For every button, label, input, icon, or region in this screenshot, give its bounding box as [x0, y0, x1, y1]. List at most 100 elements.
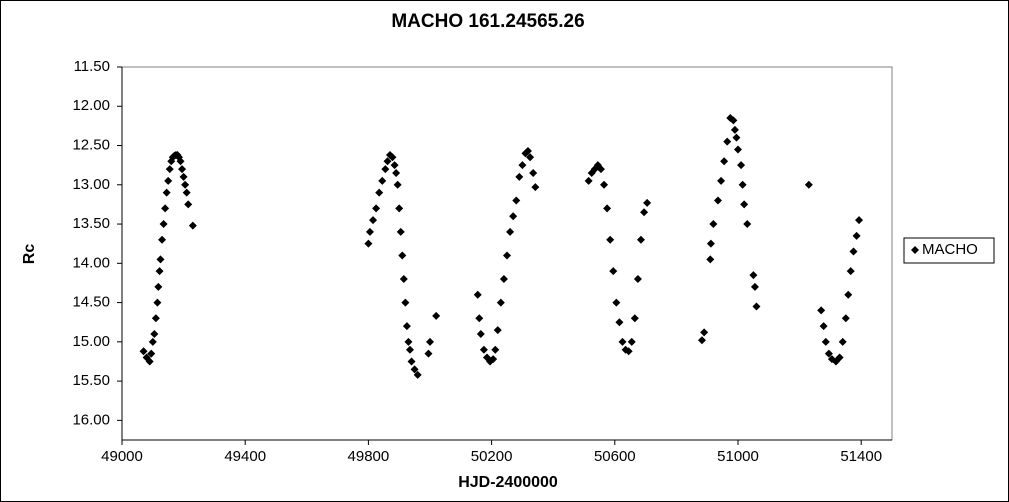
data-point	[732, 133, 741, 142]
data-point	[151, 314, 160, 323]
data-point	[489, 355, 498, 364]
data-point	[383, 157, 392, 166]
data-point	[518, 161, 527, 170]
data-point	[476, 329, 485, 338]
data-point	[426, 337, 434, 346]
y-tick-label: 12.50	[72, 136, 110, 153]
data-point	[390, 161, 399, 170]
data-point	[158, 235, 167, 244]
data-point	[159, 220, 168, 229]
data-point	[404, 337, 413, 346]
data-point	[153, 298, 162, 307]
data-point	[473, 290, 482, 299]
legend	[903, 237, 995, 264]
x-tick-label: 50600	[594, 448, 636, 465]
data-point	[630, 314, 639, 323]
data-point	[603, 204, 612, 213]
data-point	[740, 200, 749, 209]
chart-title: MACHO 161.24565.26	[391, 11, 584, 32]
data-point	[849, 247, 858, 256]
data-point	[633, 275, 642, 284]
x-tick-label: 49800	[348, 448, 390, 465]
data-point	[161, 204, 170, 213]
data-point	[512, 196, 521, 205]
data-point	[165, 165, 174, 174]
data-point	[636, 235, 645, 244]
data-point	[713, 196, 722, 205]
data-point	[176, 157, 185, 166]
data-point	[730, 125, 739, 134]
x-axis-title: HJD-2400000	[458, 474, 558, 491]
data-point	[618, 337, 627, 346]
data-point	[179, 172, 188, 181]
y-tick-label: 13.50	[72, 215, 110, 232]
data-point	[852, 231, 861, 240]
data-point	[139, 347, 148, 356]
data-point	[395, 204, 404, 213]
x-tick-label: 50200	[471, 448, 513, 465]
data-point	[178, 165, 187, 174]
y-axis-title: Rc	[21, 244, 38, 265]
x-tick-label: 49400	[224, 448, 266, 465]
data-point	[734, 145, 742, 154]
data-point	[640, 208, 649, 217]
data-point	[743, 220, 752, 229]
data-point	[424, 349, 433, 358]
data-point	[723, 137, 732, 146]
data-point	[372, 204, 381, 213]
data-point	[181, 180, 190, 189]
data-point	[615, 318, 624, 327]
data-point	[188, 221, 197, 230]
data-point	[612, 298, 621, 307]
data-point	[506, 227, 515, 236]
data-point	[145, 357, 154, 366]
data-point	[643, 198, 652, 207]
data-point	[396, 227, 405, 236]
data-point	[496, 298, 505, 307]
data-point	[432, 311, 441, 320]
data-point	[407, 357, 416, 366]
y-tick-label: 15.50	[72, 372, 110, 389]
data-point	[503, 251, 511, 260]
y-tick-label: 15.00	[72, 333, 110, 350]
data-point	[835, 353, 844, 362]
data-point	[381, 165, 390, 174]
data-point	[393, 180, 402, 189]
y-tick-label: 11.50	[74, 58, 110, 75]
data-point	[729, 116, 738, 125]
data-point	[162, 188, 171, 197]
y-tick-label: 13.00	[72, 176, 110, 193]
data-point	[804, 180, 813, 189]
data-point	[413, 370, 422, 379]
data-point	[401, 298, 410, 307]
data-point	[627, 337, 636, 346]
data-point	[184, 200, 193, 209]
data-point	[399, 275, 408, 284]
data-point	[148, 337, 157, 346]
y-tick-label: 16.00	[72, 411, 110, 428]
data-point	[606, 235, 615, 244]
data-point	[156, 255, 165, 264]
data-point	[706, 239, 715, 248]
data-point	[531, 183, 540, 192]
data-point	[402, 322, 411, 331]
data-point	[624, 347, 633, 356]
legend-marker	[911, 246, 919, 254]
data-point	[475, 314, 484, 323]
data-point	[596, 165, 605, 174]
data-point	[844, 290, 853, 299]
data-point	[369, 216, 378, 225]
data-point	[737, 161, 746, 170]
data-point	[817, 306, 826, 315]
data-point	[154, 282, 163, 291]
data-point	[600, 180, 609, 189]
data-point	[398, 251, 407, 260]
data-point	[392, 169, 401, 178]
data-point	[365, 227, 374, 236]
data-point	[147, 349, 156, 358]
data-point	[378, 176, 387, 185]
data-point	[819, 322, 828, 331]
data-point	[841, 314, 850, 323]
y-tick-label: 12.00	[72, 97, 110, 114]
